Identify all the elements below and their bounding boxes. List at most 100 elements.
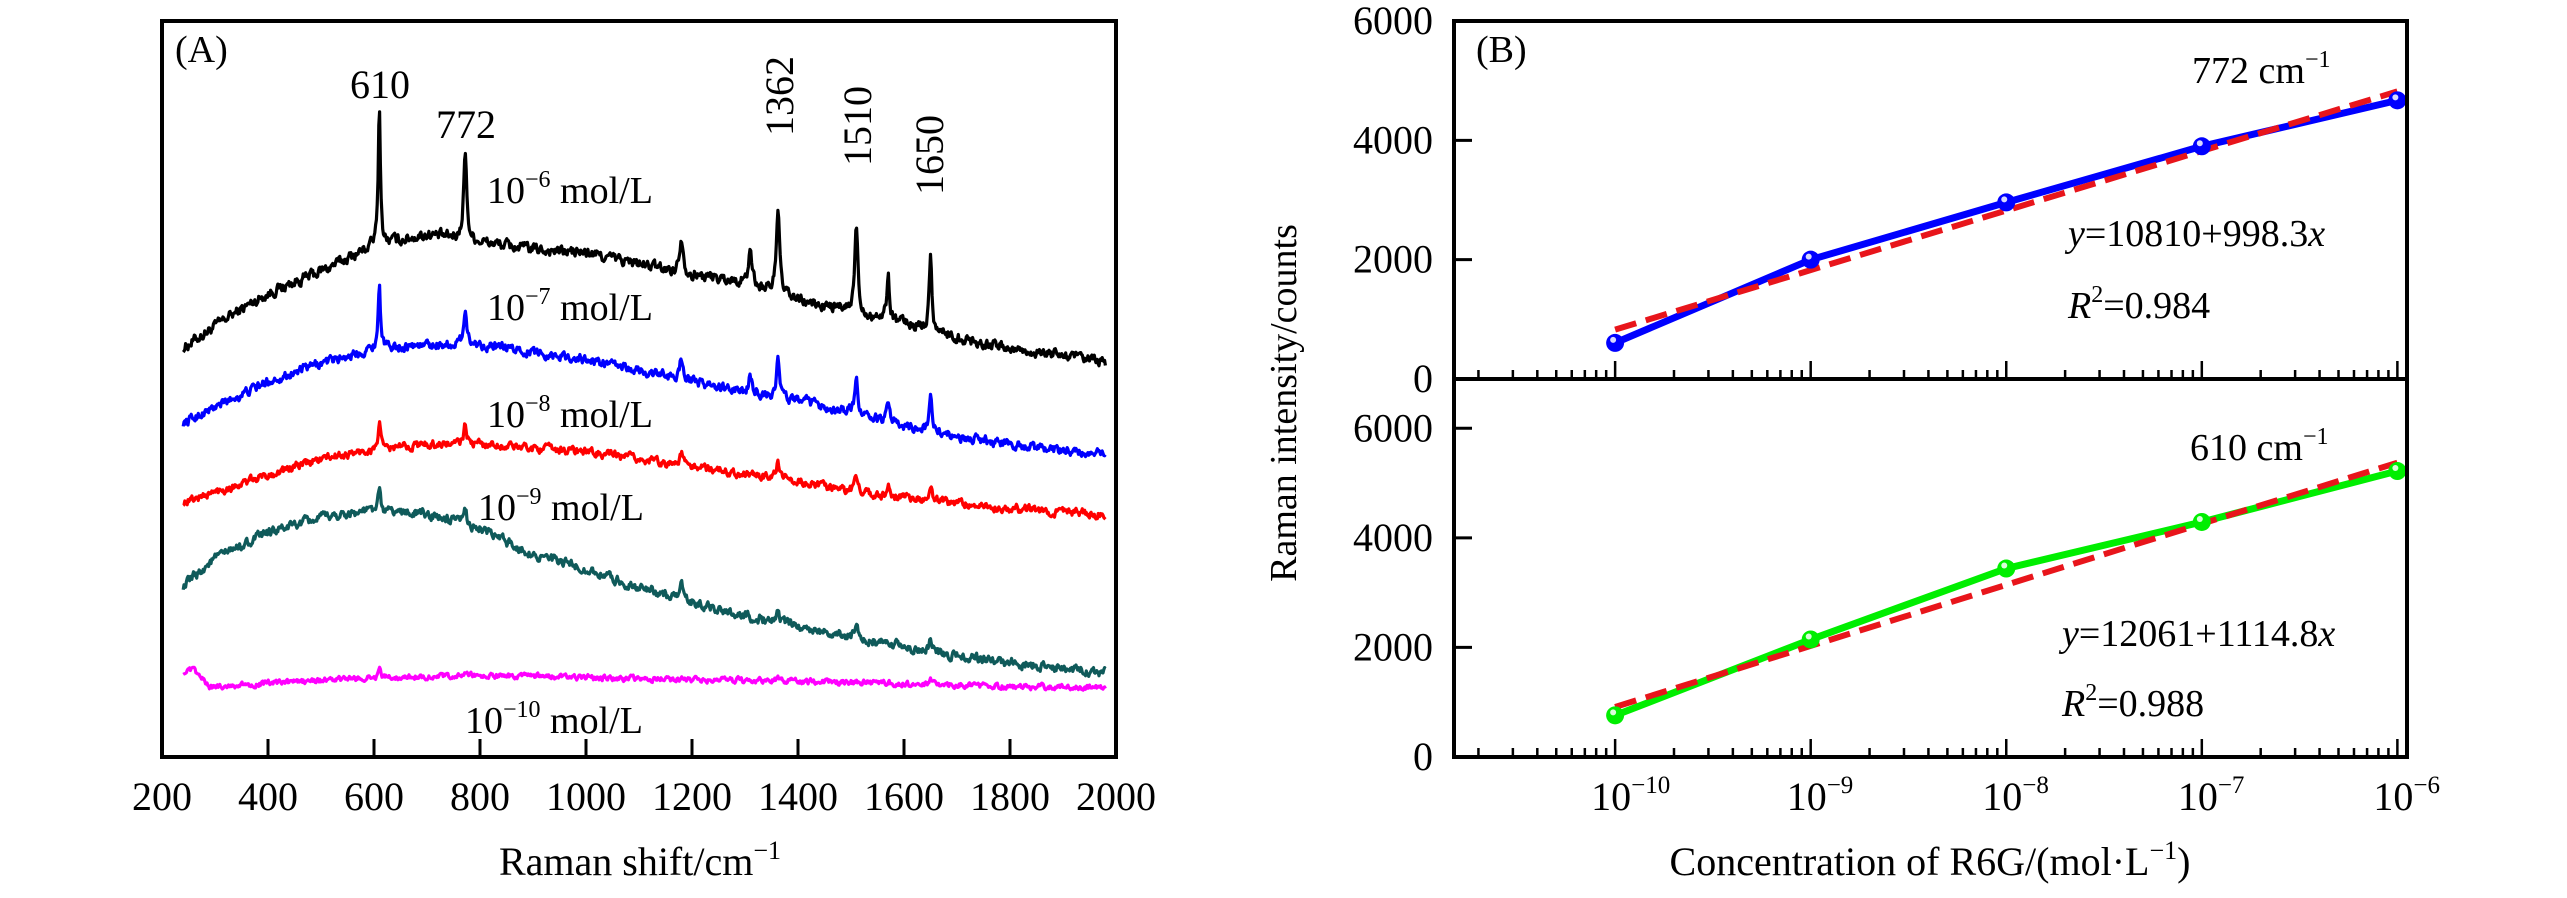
series-label-10-part: 10	[465, 700, 503, 742]
spectrum-6	[182, 110, 1107, 368]
data-point	[1997, 559, 2016, 578]
data-point-highlight	[2392, 94, 2399, 101]
panel-a-x-axis-title: Raman shift/cm−1	[499, 836, 781, 884]
panel-b-curves	[1606, 88, 2407, 725]
data-point	[1801, 630, 1820, 649]
x-tick-label: 800	[450, 774, 510, 819]
peak-label-772: 772	[436, 102, 496, 147]
series-label-8: 10−8 mol/L	[487, 391, 653, 436]
peak-label-1362: 1362	[757, 56, 802, 136]
data-point-highlight	[2392, 465, 2399, 472]
lower-equation: y=12061+1114.8x	[2058, 613, 2335, 655]
data-point	[2192, 137, 2211, 156]
series-label-7: 10−7 mol/L	[487, 284, 653, 329]
x-tick-label: 1200	[652, 774, 732, 819]
series-label-6-part: mol/L	[551, 170, 653, 212]
lower-equation-x: x	[2317, 613, 2335, 655]
x-tick-label: 1800	[970, 774, 1050, 819]
peak-label-1650: 1650	[907, 115, 952, 195]
x-tick-label-part: 10	[1982, 774, 2022, 819]
data-point	[1801, 250, 1820, 269]
x-tick-label-part: −10	[1631, 772, 1670, 799]
data-point	[2192, 512, 2211, 531]
series-label-10-part: −10	[503, 697, 541, 723]
spectrum-8	[182, 420, 1107, 521]
x-tick-label-part: 10	[2373, 774, 2413, 819]
peak-label-610: 610	[350, 62, 410, 107]
panel-a-x-axis-title-exp: −1	[753, 836, 781, 865]
panel-b-label: (B)	[1476, 29, 1527, 71]
x-tick-label: 10−7	[2178, 772, 2245, 819]
y-tick-label: 2000	[1353, 624, 1433, 669]
series-label-6-part: 10	[487, 170, 525, 212]
upper-r2-exp: 2	[2091, 282, 2103, 308]
upper-peak-label: 772 cm−1	[2192, 47, 2330, 92]
panel-b-x-axis-title-text: Concentration of R6G/(mol·L	[1670, 839, 2150, 884]
x-tick-label-part: 10	[2178, 774, 2218, 819]
series-label-9-part: mol/L	[542, 487, 644, 529]
series-label-9: 10−9 mol/L	[478, 484, 644, 529]
x-tick-label: 10−10	[1591, 772, 1670, 819]
upper-equation-x: x	[2307, 213, 2325, 255]
upper-r2-R: R	[2067, 285, 2091, 327]
panel-b-y-axis-title: Raman intensity/counts	[1263, 224, 1305, 582]
series-label-6-part: −6	[525, 167, 551, 193]
panel-a-label: (A)	[175, 29, 228, 71]
upper-peak-label-text: 772 cm	[2192, 50, 2305, 92]
series-label-9-part: −9	[516, 484, 542, 510]
lower-peak-label-text: 610 cm	[2190, 427, 2303, 469]
x-tick-label-part: −7	[2218, 772, 2245, 799]
x-tick-label-part: 10	[1787, 774, 1827, 819]
panel-a-frame	[160, 19, 1118, 759]
x-tick-label: 600	[344, 774, 404, 819]
data-point-highlight	[1805, 633, 1812, 640]
data-point-highlight	[1805, 253, 1812, 260]
y-tick-label: 0	[1413, 734, 1433, 779]
spectrum-7	[181, 283, 1107, 459]
x-tick-label: 1600	[864, 774, 944, 819]
data-point	[1997, 193, 2016, 212]
x-tick-label: 10−9	[1787, 772, 1854, 819]
measured-line-1	[1613, 467, 2399, 719]
panel-a-curves	[181, 110, 1107, 692]
data-point-highlight	[2001, 196, 2008, 203]
series-label-9-part: 10	[478, 487, 516, 529]
lower-equation-body: =12061+1114.8	[2079, 613, 2319, 655]
x-tick-label: 200	[132, 774, 192, 819]
upper-r2: R2=0.984	[2067, 282, 2210, 327]
upper-equation-body: =10810+998.3	[2085, 213, 2308, 255]
spectrum-10	[182, 665, 1107, 692]
y-tick-label: 6000	[1353, 0, 1433, 43]
x-tick-label: 1000	[546, 774, 626, 819]
data-point	[1606, 333, 1625, 352]
data-point-highlight	[2001, 562, 2008, 569]
upper-equation-y: y	[2064, 213, 2085, 255]
panel-b-x-axis-title-exp: −1	[2149, 836, 2177, 865]
x-tick-label-part: 10	[1591, 774, 1631, 819]
x-tick-label-part: −6	[2413, 772, 2440, 799]
x-tick-label-part: −9	[1827, 772, 1854, 799]
x-tick-label: 2000	[1076, 774, 1156, 819]
series-label-10-part: mol/L	[541, 700, 643, 742]
lower-equation-y: y	[2058, 613, 2079, 655]
fit-line-1	[1614, 459, 2399, 710]
y-tick-label: 2000	[1353, 237, 1433, 282]
series-label-7-part: mol/L	[551, 287, 653, 329]
lower-peak-label: 610 cm−1	[2190, 424, 2328, 469]
data-point-highlight	[2196, 140, 2203, 147]
data-point-highlight	[1610, 336, 1617, 343]
series-label-7-part: 10	[487, 287, 525, 329]
upper-peak-label-exp: −1	[2305, 47, 2331, 73]
lower-r2-value: =0.988	[2097, 683, 2204, 725]
upper-equation: y=10810+998.3x	[2064, 213, 2325, 255]
data-point	[2388, 91, 2407, 110]
series-label-8-part: mol/L	[551, 394, 653, 436]
panel-a-x-axis-title-text: Raman shift/cm	[499, 839, 753, 884]
peak-label-1510: 1510	[835, 86, 880, 166]
panel-b-frame	[1452, 19, 2409, 759]
series-label-10: 10−10 mol/L	[465, 697, 643, 742]
series-label-8-part: −8	[525, 391, 551, 417]
data-point	[2388, 462, 2407, 481]
